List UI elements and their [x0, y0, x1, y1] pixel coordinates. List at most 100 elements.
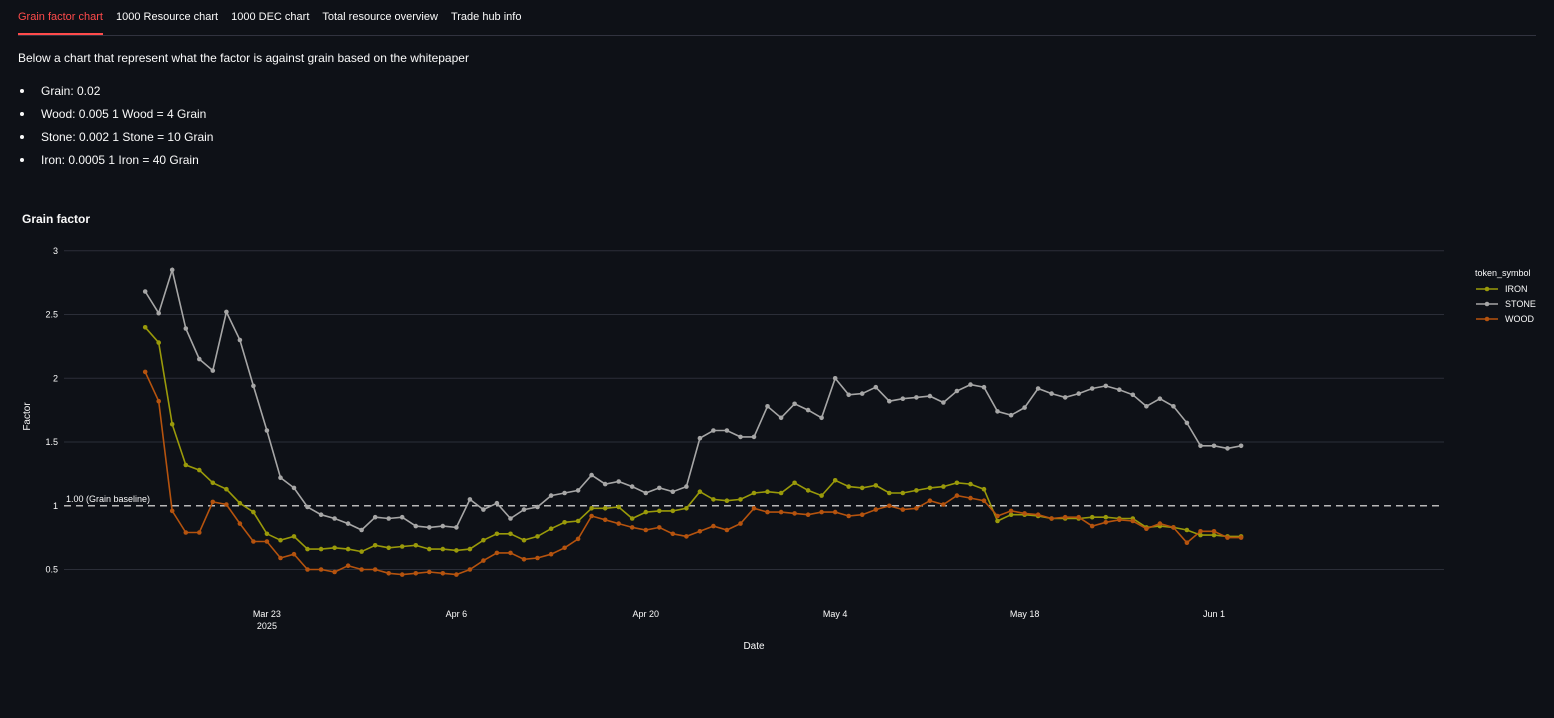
data-point: [264, 531, 270, 537]
legend-entry-iron: IRON: [1505, 284, 1528, 294]
data-point: [1198, 443, 1203, 449]
data-point: [968, 495, 973, 501]
data-point: [372, 543, 378, 548]
data-point: [859, 391, 865, 396]
y-axis-title: Factor: [22, 402, 33, 431]
data-point: [805, 488, 811, 493]
data-point: [602, 517, 608, 523]
data-point: [1049, 391, 1054, 396]
data-point: [1035, 386, 1041, 391]
data-point: [413, 571, 419, 576]
data-point: [427, 546, 432, 552]
data-point: [508, 531, 513, 537]
data-point: [778, 509, 784, 515]
data-point: [156, 340, 161, 345]
data-point: [792, 401, 797, 407]
data-point: [345, 521, 351, 526]
data-point: [278, 555, 283, 561]
data-point: [332, 569, 337, 575]
data-point: [981, 498, 987, 504]
data-point: [792, 480, 797, 486]
data-point: [183, 326, 189, 331]
data-point: [440, 523, 446, 529]
data-point: [318, 567, 324, 572]
data-point: [508, 550, 513, 556]
data-point: [616, 521, 621, 526]
tab-1000-dec-chart[interactable]: 1000 DEC chart: [231, 11, 310, 23]
data-point: [927, 393, 933, 399]
data-point: [210, 499, 216, 505]
data-point: [562, 545, 567, 551]
data-point: [900, 507, 906, 512]
data-point: [751, 490, 757, 496]
data-point: [548, 551, 554, 557]
data-point: [535, 534, 540, 539]
y-tick-label: 2.5: [45, 310, 58, 320]
data-point: [927, 498, 933, 504]
chart-title: Grain factor: [22, 212, 91, 226]
series-stone: [142, 266, 1244, 533]
data-point: [819, 493, 824, 498]
data-point: [1089, 514, 1095, 520]
data-point: [224, 309, 229, 315]
data-point: [846, 392, 851, 398]
data-point: [765, 404, 770, 409]
data-point: [278, 475, 283, 481]
data-point: [454, 548, 459, 553]
y-tick-label: 1.5: [45, 437, 58, 447]
tab-1000-resource-chart[interactable]: 1000 Resource chart: [115, 11, 219, 23]
data-point: [494, 550, 500, 556]
data-point: [1035, 512, 1041, 517]
series-layer: [142, 266, 1244, 577]
data-point: [684, 484, 689, 489]
data-point: [832, 376, 838, 381]
data-point: [1089, 523, 1095, 529]
data-point: [1076, 514, 1081, 520]
tab-total-resource-overview[interactable]: Total resource overview: [322, 11, 438, 23]
data-point: [481, 558, 486, 563]
series-line-stone: [144, 266, 1242, 531]
data-point: [995, 409, 1000, 414]
data-point: [1171, 404, 1176, 409]
data-point: [738, 521, 743, 526]
data-point: [575, 488, 581, 493]
data-point: [210, 368, 216, 373]
factor-list: Grain: 0.02 Wood: 0.005 1 Wood = 4 Grain…: [18, 84, 213, 176]
data-point: [859, 485, 865, 491]
data-point: [887, 490, 892, 496]
data-point: [697, 435, 703, 441]
data-point: [264, 539, 270, 544]
data-point: [589, 513, 594, 519]
data-point: [1130, 518, 1136, 524]
data-point: [724, 527, 730, 533]
data-point: [1130, 392, 1136, 398]
data-point: [372, 567, 378, 572]
data-point: [1184, 540, 1190, 545]
data-point: [386, 545, 392, 551]
data-point: [345, 546, 351, 552]
data-point: [291, 534, 297, 539]
data-point: [914, 506, 919, 511]
data-point: [305, 504, 310, 510]
tab-trade-hub-info[interactable]: Trade hub info: [450, 11, 522, 23]
data-point: [399, 514, 405, 520]
factor-item-stone: Stone: 0.002 1 Stone = 10 Grain: [18, 130, 213, 153]
data-point: [792, 511, 797, 516]
data-point: [169, 267, 175, 273]
data-point: [440, 546, 446, 552]
data-point: [1049, 516, 1054, 521]
data-point: [968, 481, 973, 487]
data-point: [711, 497, 716, 502]
data-point: [657, 485, 662, 491]
data-point: [467, 546, 473, 552]
data-point: [968, 382, 973, 387]
intro-text: Below a chart that represent what the fa…: [18, 51, 469, 65]
data-point: [224, 486, 229, 492]
data-point: [1008, 508, 1014, 514]
data-point: [1211, 443, 1217, 449]
data-point: [1089, 386, 1095, 391]
tab-grain-factor-chart[interactable]: Grain factor chart: [18, 0, 103, 35]
data-point: [305, 546, 310, 552]
data-point: [846, 513, 851, 519]
